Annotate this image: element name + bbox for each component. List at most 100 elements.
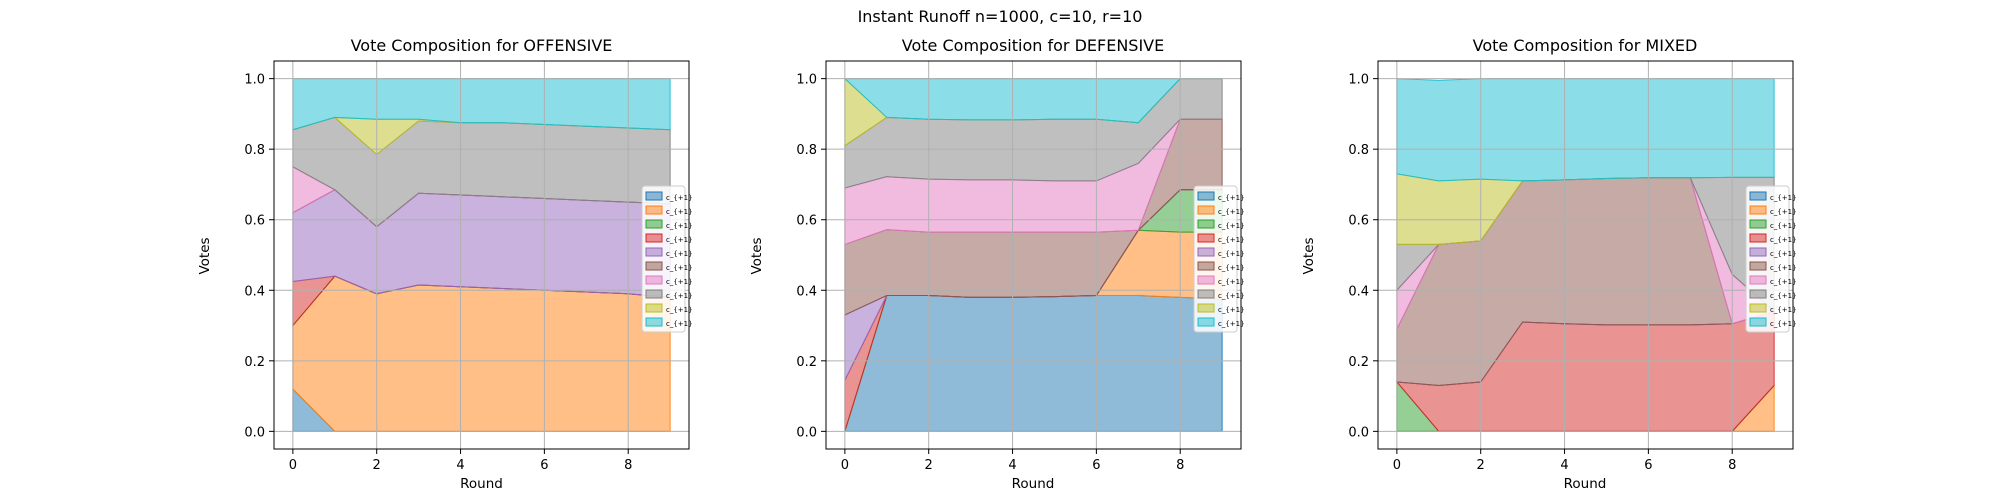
figure-title: Instant Runoff n=1000, c=10, r=10	[858, 7, 1143, 26]
x-tick-label: 0	[289, 458, 297, 473]
legend-swatch	[1749, 317, 1767, 327]
legend-swatch	[1749, 191, 1767, 201]
legend-label: c_{+1}	[1218, 320, 1245, 328]
y-tick-label: 0.0	[1348, 425, 1369, 440]
legend-swatch	[1197, 233, 1215, 243]
legend-swatch	[1197, 303, 1215, 313]
legend-swatch	[645, 233, 663, 243]
legend-swatch	[1749, 289, 1767, 299]
y-axis-label: Votes	[197, 237, 213, 274]
legend-label: c_{+1}	[1770, 194, 1797, 202]
legend-label: c_{+1}	[666, 264, 693, 272]
legend-swatch	[1749, 205, 1767, 215]
x-tick-label: 8	[1728, 458, 1736, 473]
plot-area: 0 2 4 6 80.00.20.40.60.81.0c_{+1}c_{+1}c_{+1…	[796, 60, 1245, 473]
area-series-9	[1396, 78, 1775, 182]
legend-label: c_{+1}	[1218, 194, 1245, 202]
legend-swatch	[645, 205, 663, 215]
legend: c_{+1} c_{+1} c_{+1} c_{+1} c_{+1} c_{+1} c_{+…	[641, 185, 693, 333]
legend-swatch	[1749, 261, 1767, 271]
area-series-4	[292, 189, 671, 298]
legend-label: c_{+1}	[666, 250, 693, 258]
legend-label: c_{+1}	[1770, 250, 1797, 258]
axes-frame	[1377, 60, 1794, 450]
y-tick-label: 0.2	[244, 355, 265, 370]
y-axis-label: Votes	[1301, 237, 1317, 274]
panel-title: Vote Composition for DEFENSIVE	[902, 36, 1164, 55]
legend-swatch	[1197, 219, 1215, 229]
x-axis-label: Round	[460, 476, 503, 492]
legend-label: c_{+1}	[666, 194, 693, 202]
y-tick-label: 0.6	[796, 214, 817, 229]
x-tick-label: 2	[373, 458, 381, 473]
legend-swatch	[645, 275, 663, 285]
x-tick-label: 0	[1393, 458, 1401, 473]
area-series-0	[844, 295, 1223, 432]
legend-swatch	[645, 303, 663, 313]
x-axis-label: Round	[1564, 476, 1607, 492]
legend-label: c_{+1}	[1218, 236, 1245, 244]
legend-label: c_{+1}	[666, 222, 693, 230]
y-tick-label: 0.4	[796, 284, 817, 299]
y-tick-label: 0.2	[1348, 355, 1369, 370]
y-tick-label: 1.0	[796, 73, 817, 88]
legend: c_{+1} c_{+1} c_{+1} c_{+1} c_{+1} c_{+1} c_{+…	[1745, 185, 1797, 333]
axes-frame	[273, 60, 690, 450]
chart-panel-offensive: Vote Composition for OFFENSIVE Round Vot…	[197, 36, 693, 492]
legend-swatch	[1749, 247, 1767, 257]
chart-panel-defensive: Vote Composition for DEFENSIVE Round Vot…	[749, 36, 1245, 492]
legend-swatch	[1749, 233, 1767, 243]
legend-swatch	[1197, 275, 1215, 285]
area-series-1	[292, 275, 671, 432]
legend-swatch	[645, 247, 663, 257]
y-tick-label: 0.0	[244, 425, 265, 440]
y-tick-label: 0.8	[796, 143, 817, 158]
plot-area: 0 2 4 6 80.00.20.40.60.81.0c_{+1}c_{+1}c_{+1…	[244, 60, 693, 473]
panel-title: Vote Composition for MIXED	[1473, 36, 1698, 55]
legend-label: c_{+1}	[1218, 292, 1245, 300]
x-tick-label: 2	[1477, 458, 1485, 473]
legend-label: c_{+1}	[1770, 292, 1797, 300]
legend-swatch	[1197, 205, 1215, 215]
y-tick-label: 0.6	[244, 214, 265, 229]
legend-label: c_{+1}	[1770, 320, 1797, 328]
legend-swatch	[1749, 219, 1767, 229]
legend-label: c_{+1}	[1770, 222, 1797, 230]
legend-swatch	[1197, 289, 1215, 299]
legend-swatch	[645, 191, 663, 201]
legend-label: c_{+1}	[1218, 264, 1245, 272]
legend-label: c_{+1}	[666, 306, 693, 314]
legend-label: c_{+1}	[1770, 306, 1797, 314]
legend-label: c_{+1}	[1218, 222, 1245, 230]
legend-label: c_{+1}	[666, 278, 693, 286]
y-axis-label: Votes	[749, 237, 765, 274]
legend-swatch	[1197, 261, 1215, 271]
legend-label: c_{+1}	[666, 292, 693, 300]
axes-frame	[825, 60, 1242, 450]
plot-area: 0 2 4 6 80.00.20.40.60.81.0c_{+1}c_{+1}c_{+1…	[1348, 60, 1797, 473]
legend-label: c_{+1}	[1218, 306, 1245, 314]
x-tick-label: 4	[1008, 458, 1016, 473]
legend-label: c_{+1}	[1218, 208, 1245, 216]
y-tick-label: 0.8	[244, 143, 265, 158]
x-tick-label: 8	[624, 458, 632, 473]
legend-label: c_{+1}	[1770, 208, 1797, 216]
y-tick-label: 0.0	[796, 425, 817, 440]
y-tick-label: 1.0	[244, 73, 265, 88]
x-tick-label: 6	[1092, 458, 1100, 473]
legend-label: c_{+1}	[1218, 250, 1245, 258]
x-tick-label: 4	[1560, 458, 1568, 473]
legend-swatch	[645, 261, 663, 271]
legend-swatch	[645, 317, 663, 327]
legend-swatch	[1197, 191, 1215, 201]
x-tick-label: 0	[841, 458, 849, 473]
y-tick-label: 0.4	[244, 284, 265, 299]
legend-swatch	[645, 289, 663, 299]
x-tick-label: 6	[1644, 458, 1652, 473]
x-tick-label: 6	[540, 458, 548, 473]
legend-label: c_{+1}	[666, 208, 693, 216]
legend: c_{+1} c_{+1} c_{+1} c_{+1} c_{+1} c_{+1} c_{+…	[1193, 185, 1245, 333]
x-axis-label: Round	[1012, 476, 1055, 492]
